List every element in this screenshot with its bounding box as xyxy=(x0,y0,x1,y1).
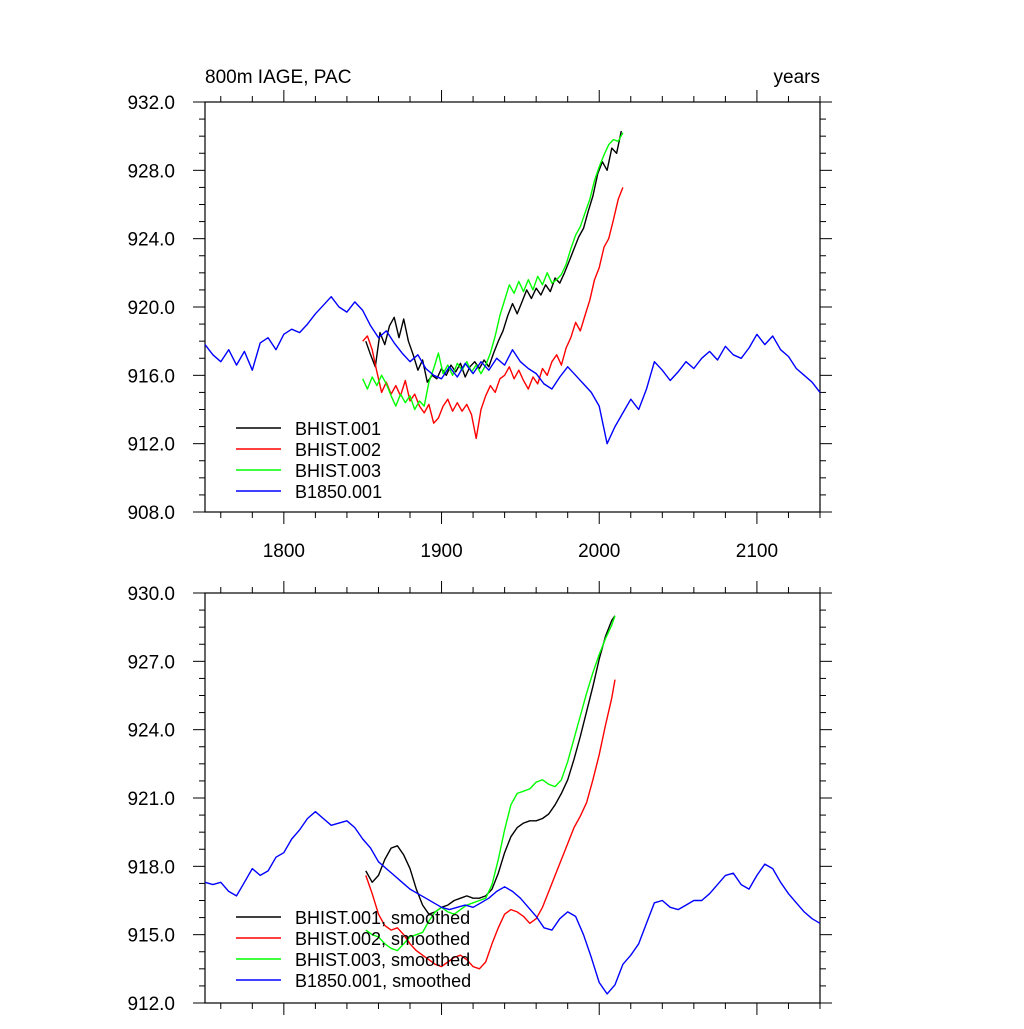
series-line-1 xyxy=(365,615,616,915)
x-tick-label: 1800 xyxy=(263,541,305,562)
chart-title-right: years xyxy=(774,67,820,88)
y-tick-label: 930.0 xyxy=(127,584,175,605)
plot-panel-2: 912.0 915.0 918.0 921.0 924.0 927.0 930.0 BHIST… xyxy=(127,581,832,1015)
y-tick-label: 908.0 xyxy=(127,503,175,524)
x-tick-label: 2100 xyxy=(736,541,778,562)
y-tick-label: 912.0 xyxy=(127,994,175,1015)
series-line-4 xyxy=(204,811,821,995)
y-tick-label: 915.0 xyxy=(127,926,175,947)
x-tick-label: 1900 xyxy=(420,541,462,562)
y-tick-label: 927.0 xyxy=(127,652,175,673)
plot-panel-1: 908.0 912.0 916.0 920.0 924.0 928.0 932.0 1800 1… xyxy=(127,67,832,562)
series-line-2 xyxy=(362,187,624,440)
y-tick-label: 920.0 xyxy=(127,298,175,319)
legend-label: BHIST.002 xyxy=(295,440,381,460)
legend-label: BHIST.003 xyxy=(295,461,381,481)
y-tick-label: 916.0 xyxy=(127,366,175,387)
y-tick-label: 912.0 xyxy=(127,435,175,456)
series-line-1 xyxy=(365,130,622,383)
legend-label: BHIST.001 xyxy=(295,419,381,439)
legend-label: BHIST.001, smoothed xyxy=(295,908,470,928)
chart-title: 800m IAGE, PAC xyxy=(205,67,351,88)
series-line-3 xyxy=(365,615,616,952)
series-line-3 xyxy=(362,132,624,411)
series-line-2 xyxy=(365,679,616,970)
legend-label: B1850.001 xyxy=(295,482,382,502)
y-tick-label: 924.0 xyxy=(127,721,175,742)
series-line-4 xyxy=(204,296,821,445)
y-tick-label: 918.0 xyxy=(127,857,175,878)
y-tick-label: 928.0 xyxy=(127,161,175,182)
legend-label: BHIST.002, smoothed xyxy=(295,929,470,949)
y-tick-label: 932.0 xyxy=(127,93,175,114)
legend-label: BHIST.003, smoothed xyxy=(295,950,470,970)
y-tick-label: 921.0 xyxy=(127,789,175,810)
x-tick-label: 2000 xyxy=(578,541,620,562)
legend-label: B1850.001, smoothed xyxy=(295,971,471,991)
y-tick-label: 924.0 xyxy=(127,230,175,251)
